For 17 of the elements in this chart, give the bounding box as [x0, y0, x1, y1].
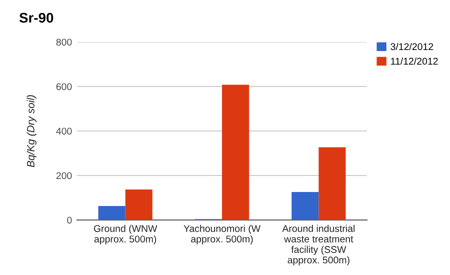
bar — [292, 192, 319, 220]
y-axis-title: Bq/Kg (Dry soil) — [26, 95, 36, 168]
y-tick-label: 0 — [67, 216, 72, 224]
x-tick-label: Ground (WNW approx. 500m) — [94, 224, 158, 244]
bar — [222, 84, 250, 220]
y-tick-label: 800 — [56, 38, 72, 46]
legend-label: 11/12/2012 — [391, 58, 438, 65]
bar — [98, 206, 126, 220]
bar — [318, 147, 346, 220]
legend-label: 3/12/2012 — [390, 42, 434, 50]
y-tick-label: 400 — [56, 128, 72, 135]
x-tick-label: Yachounomori (W approx. 500m) — [184, 224, 261, 244]
x-tick-label: Around industrial waste treatment facility (SSW approx. 500m) — [282, 224, 354, 266]
y-tick-label: 200 — [56, 172, 72, 180]
chart-title: Sr-90 — [19, 12, 54, 23]
y-tick-label: 600 — [56, 83, 72, 90]
bar — [125, 190, 152, 220]
